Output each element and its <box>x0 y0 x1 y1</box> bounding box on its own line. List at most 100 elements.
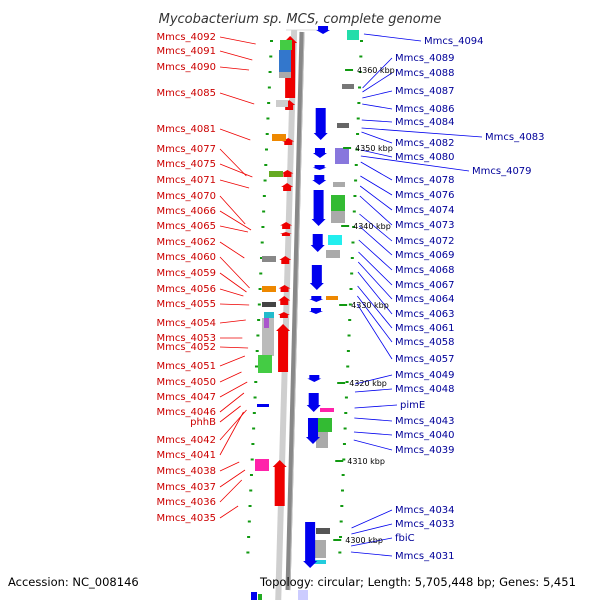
gene-label-right[interactable]: Mmcs_4068 <box>395 265 455 276</box>
gene-arrow-right <box>311 190 326 226</box>
gene-label-left[interactable]: Mmcs_4041 <box>156 450 216 461</box>
label-connector <box>219 381 248 398</box>
gene-label-right[interactable]: Mmcs_4039 <box>395 445 455 456</box>
gene-feature-box <box>318 418 332 432</box>
gene-feature-box <box>280 40 292 50</box>
label-connector <box>219 405 241 423</box>
gene-label-left[interactable]: Mmcs_4056 <box>156 284 216 295</box>
label-connector <box>219 303 250 306</box>
gene-arrow-right <box>312 175 327 185</box>
gene-label-left[interactable]: Mmcs_4042 <box>156 435 216 446</box>
gene-label-right[interactable]: Mmcs_4088 <box>395 68 455 79</box>
gene-label-right[interactable]: Mmcs_4048 <box>395 384 455 395</box>
label-connector <box>356 303 393 360</box>
gene-label-right[interactable]: Mmcs_4067 <box>395 280 455 291</box>
gene-label-left[interactable]: Mmcs_4051 <box>156 361 216 372</box>
gene-label-right[interactable]: Mmcs_4079 <box>472 166 532 177</box>
left-gene-labels: Mmcs_4092 Mmcs_4091 Mmcs_4090 Mmcs_4085 Mmcs… <box>156 32 256 524</box>
label-connector <box>219 355 246 367</box>
gene-label-right[interactable]: Mmcs_4031 <box>395 551 455 562</box>
gene-feature-box <box>269 171 283 177</box>
gene-label-left[interactable]: Mmcs_4075 <box>156 159 216 170</box>
gene-feature-box <box>264 312 274 318</box>
gene-label-left[interactable]: Mmcs_4038 <box>156 466 216 477</box>
gene-label-right[interactable]: fbiC <box>395 533 415 544</box>
kbp-tick-label: 4360 kbp <box>357 66 395 75</box>
gene-label-left[interactable]: Mmcs_4070 <box>156 191 216 202</box>
gene-label-right[interactable]: Mmcs_4063 <box>395 309 455 320</box>
gene-label-right[interactable]: Mmcs_4072 <box>395 236 455 247</box>
label-connector <box>353 431 393 436</box>
gene-label-left[interactable]: phhB <box>190 417 216 428</box>
gene-label-right[interactable]: Mmcs_4043 <box>395 416 455 427</box>
gene-label-left[interactable]: Mmcs_4062 <box>156 237 216 248</box>
gene-label-left[interactable]: Mmcs_4036 <box>156 497 216 508</box>
gene-label-right[interactable]: Mmcs_4061 <box>395 323 455 334</box>
gene-label-right[interactable]: Mmcs_4069 <box>395 250 455 261</box>
label-connector <box>361 119 393 123</box>
gene-label-right[interactable]: Mmcs_4074 <box>395 205 455 216</box>
gene-label-right[interactable]: Mmcs_4034 <box>395 505 455 516</box>
label-connector <box>219 288 244 297</box>
label-connector <box>219 392 245 413</box>
gene-label-left[interactable]: Mmcs_4054 <box>156 318 216 329</box>
gene-label-left[interactable]: Mmcs_4081 <box>156 124 216 135</box>
gene-feature-box <box>279 50 291 78</box>
kbp-ticks: 4360 kbp 4350 kbp 4340 kbp 4330 kbp 4320 kbp… <box>333 66 395 545</box>
label-connector <box>219 505 239 519</box>
gene-arrow-right <box>310 234 325 252</box>
gene-label-right[interactable]: Mmcs_4087 <box>395 86 455 97</box>
gene-label-right[interactable]: pimE <box>400 400 425 411</box>
gene-label-right[interactable]: Mmcs_4073 <box>395 220 455 231</box>
gene-label-left[interactable]: Mmcs_4090 <box>156 62 216 73</box>
gene-label-left[interactable]: Mmcs_4055 <box>156 299 216 310</box>
gene-label-left[interactable]: Mmcs_4035 <box>156 513 216 524</box>
gene-label-left[interactable]: Mmcs_4065 <box>156 221 216 232</box>
gene-arrow-right <box>306 393 321 412</box>
gene-arrow-right <box>305 418 320 444</box>
gene-label-right[interactable]: Mmcs_4083 <box>485 132 545 143</box>
gene-label-right[interactable]: Mmcs_4057 <box>395 354 455 365</box>
gene-label-right[interactable]: Mmcs_4076 <box>395 190 455 201</box>
gene-arrow-left <box>276 324 291 372</box>
gene-label-right[interactable]: Mmcs_4080 <box>395 152 455 163</box>
gene-label-right[interactable]: Mmcs_4082 <box>395 138 455 149</box>
gene-label-right[interactable]: Mmcs_4089 <box>395 53 455 64</box>
gene-label-right[interactable]: Mmcs_4064 <box>395 294 455 305</box>
gene-label-right[interactable]: Mmcs_4049 <box>395 370 455 381</box>
gene-label-left[interactable]: Mmcs_4091 <box>156 46 216 57</box>
gene-label-left[interactable]: Mmcs_4066 <box>156 206 216 217</box>
label-connector <box>219 411 244 456</box>
gene-feature-box <box>314 560 326 564</box>
gene-label-left[interactable]: Mmcs_4053 <box>156 333 216 344</box>
label-connector <box>353 439 393 451</box>
gene-label-left[interactable]: Mmcs_4085 <box>156 88 216 99</box>
label-connector <box>360 149 393 158</box>
gene-label-left[interactable]: Mmcs_4059 <box>156 268 216 279</box>
gene-feature-box <box>264 318 269 328</box>
label-connector <box>219 272 247 293</box>
gene-label-right[interactable]: Mmcs_4058 <box>395 337 455 348</box>
gene-label-left[interactable]: Mmcs_4046 <box>156 407 216 418</box>
gene-label-left[interactable]: Mmcs_4052 <box>156 342 216 353</box>
gene-label-left[interactable]: Mmcs_4050 <box>156 377 216 388</box>
gene-feature-box <box>314 540 326 558</box>
gene-label-right[interactable]: Mmcs_4040 <box>395 430 455 441</box>
label-connector <box>354 417 393 422</box>
gene-label-right[interactable]: Mmcs_4033 <box>395 519 455 530</box>
gene-label-left[interactable]: Mmcs_4071 <box>156 175 216 186</box>
gene-label-right[interactable]: Mmcs_4084 <box>395 117 455 128</box>
gene-label-left[interactable]: Mmcs_4037 <box>156 482 216 493</box>
label-connector <box>358 239 393 271</box>
gene-label-right[interactable]: Mmcs_4086 <box>395 104 455 115</box>
label-connector <box>360 155 470 172</box>
dotted-guides <box>246 40 363 554</box>
gene-label-left[interactable]: Mmcs_4092 <box>156 32 216 43</box>
gene-label-left[interactable]: Mmcs_4077 <box>156 144 216 155</box>
label-connector <box>219 163 253 178</box>
gene-label-left[interactable]: Mmcs_4047 <box>156 392 216 403</box>
gene-label-left[interactable]: Mmcs_4060 <box>156 252 216 263</box>
label-connector <box>359 195 393 226</box>
gene-label-right[interactable]: Mmcs_4094 <box>424 36 484 47</box>
gene-label-right[interactable]: Mmcs_4078 <box>395 175 455 186</box>
